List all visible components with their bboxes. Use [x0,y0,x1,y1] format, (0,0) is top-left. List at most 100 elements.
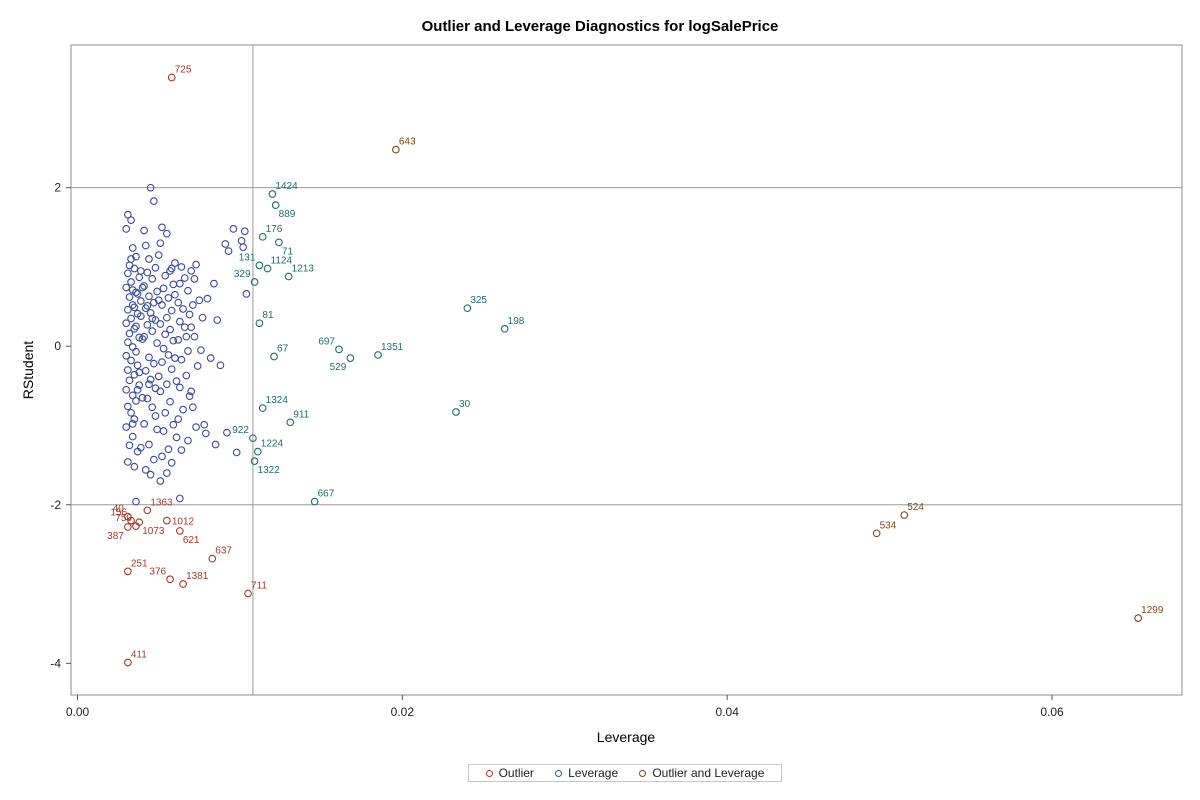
data-point [128,244,137,252]
data-point-outlier-and-leverage [392,145,400,154]
point-label: 156 [110,508,127,519]
point-label: 30 [459,399,471,410]
data-point [179,405,187,414]
data-point [162,229,171,238]
point-label: 1324 [266,395,289,406]
data-point [127,216,135,225]
data-point [125,293,134,301]
data-point [128,432,137,441]
point-label: 411 [131,650,147,661]
data-point [242,290,251,298]
y-tick-label: 0 [54,339,61,353]
data-point-leverage [249,434,257,443]
data-point [158,452,166,461]
legend-label-outlier-and-leverage: Outlier and Leverage [652,766,765,780]
data-point [161,330,170,339]
data-point-leverage [271,201,280,209]
data-point [146,470,155,479]
data-point [132,347,140,356]
data-point [133,385,142,394]
point-label: 1424 [275,181,298,192]
data-point-leverage [335,345,343,354]
data-point [185,310,194,319]
data-point [146,309,155,317]
data-point [128,420,137,428]
data-point [171,259,179,267]
point-label: 1381 [186,571,209,582]
data-point [174,336,183,344]
data-point [125,376,134,385]
data-point-outlier [179,580,187,588]
data-point [125,329,134,338]
data-point [188,301,197,309]
data-point [190,274,199,283]
data-point [122,423,131,431]
point-label: 637 [215,546,232,557]
data-point [133,290,142,298]
legend-label-outlier: Outlier [498,766,534,780]
data-point [146,375,155,384]
data-point [169,420,178,429]
data-point [177,446,186,454]
data-point [169,280,178,289]
data-point [151,412,160,420]
data-point-leverage [255,319,264,328]
data-point [122,385,131,394]
data-point [128,391,137,400]
data-point-leverage [255,261,264,270]
point-label: 81 [262,310,274,321]
point-label: 198 [508,316,525,327]
data-point [138,335,147,343]
data-point [127,255,135,263]
point-label: 1224 [261,439,284,450]
data-point-leverage [263,264,272,273]
data-point [187,323,196,332]
data-point [132,497,140,506]
data-point-leverage [500,324,509,333]
data-point [197,346,205,355]
data-point [132,397,140,405]
data-point [128,343,137,351]
point-label: 922 [232,425,249,436]
data-point [122,283,131,292]
point-label: 1351 [381,342,404,353]
point-label: 325 [470,295,487,306]
data-point [213,316,222,324]
data-point [141,466,150,474]
data-point [151,263,160,272]
data-point [145,292,153,301]
data-point [177,263,186,271]
data-point [184,436,192,445]
reference-lines [71,45,1182,695]
data-point [223,428,231,437]
data-point [149,197,158,206]
point-label: 534 [880,520,897,531]
data-point [135,273,144,282]
data-point [143,394,152,403]
data-point [158,358,166,366]
data-point [145,353,153,362]
data-point [175,317,184,326]
legend-item-outlier-and-leverage: Outlier and Leverage [639,766,764,780]
data-point [187,267,196,275]
data-point [167,264,176,273]
data-point [200,420,209,429]
data-point [174,298,183,307]
data-point [123,210,132,219]
data-point [125,261,134,270]
data-point [237,236,246,245]
y-axis-label: RStudent [20,341,36,399]
data-point [149,298,158,307]
data-point-outlier [175,527,184,535]
data-point-outlier [123,658,132,667]
data-point-leverage [253,447,262,456]
point-label: 529 [330,362,347,373]
data-point [140,282,148,290]
data-point [159,427,168,435]
data-point [145,255,153,263]
point-label: 67 [277,344,289,355]
point-label: 1073 [142,526,165,537]
data-point [182,371,191,380]
data-point-outlier [135,518,144,527]
y-tick-label: -2 [50,498,61,512]
